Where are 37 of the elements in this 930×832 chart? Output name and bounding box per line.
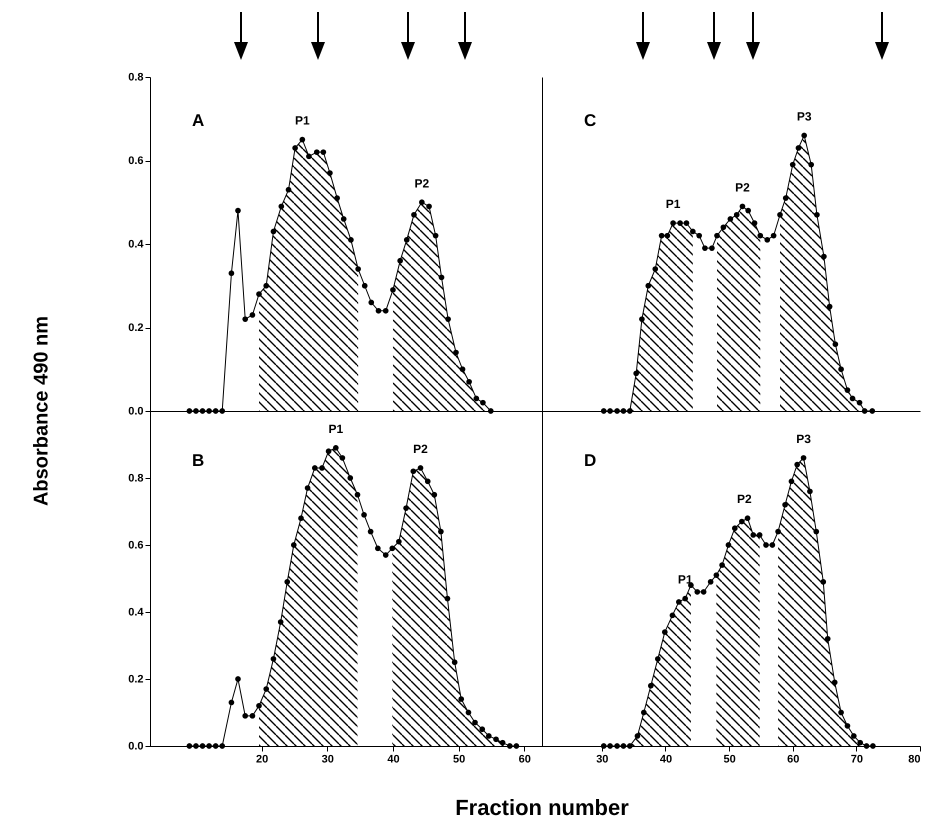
y-tick-label: 0.8 xyxy=(128,472,144,484)
x-tick-label: 30 xyxy=(596,754,608,766)
x-tick-label: 40 xyxy=(660,754,672,766)
x-tick-label: 20 xyxy=(256,754,268,766)
y-tick-label: 0.6 xyxy=(128,540,144,552)
annotation: P2 xyxy=(737,492,752,506)
annotation: P1 xyxy=(294,114,310,128)
annotation: D xyxy=(584,451,596,470)
y-tick-label: 0.4 xyxy=(128,606,144,618)
x-tick-label: 70 xyxy=(850,754,863,766)
x-tick-label: 50 xyxy=(723,754,736,766)
x-tick-label: 40 xyxy=(387,754,400,766)
annotation: P3 xyxy=(796,432,812,446)
x-tick-label: 30 xyxy=(322,754,334,766)
annotation: A xyxy=(192,111,204,130)
annotation: P1 xyxy=(328,422,344,436)
y-tick-label: 0.0 xyxy=(128,406,144,418)
y-tick-label: 0.2 xyxy=(128,674,144,686)
x-tick-label: 60 xyxy=(787,754,800,766)
y-tick-label: 0.6 xyxy=(128,155,144,167)
y-tick-label: 0.2 xyxy=(128,322,144,334)
annotation: P1 xyxy=(678,572,693,587)
x-tick-label: 60 xyxy=(518,754,531,766)
x-tick-label: 80 xyxy=(908,754,920,766)
annotation: P2 xyxy=(735,180,750,194)
y-tick-label: 0.0 xyxy=(128,740,144,752)
annotation: B xyxy=(192,451,204,470)
x-tick-label: 50 xyxy=(452,754,466,766)
annotation: P2 xyxy=(414,176,430,190)
y-axis-title: Absorbance 490 nm xyxy=(30,316,54,506)
x-axis-title: Fraction number xyxy=(455,795,629,821)
y-tick-label: 0.4 xyxy=(128,238,144,250)
annotation: C xyxy=(584,111,596,130)
y-tick-label: 0.8 xyxy=(128,72,144,84)
annotation: P1 xyxy=(666,197,681,212)
annotation: P2 xyxy=(413,442,428,456)
annotation: P3 xyxy=(796,109,812,124)
